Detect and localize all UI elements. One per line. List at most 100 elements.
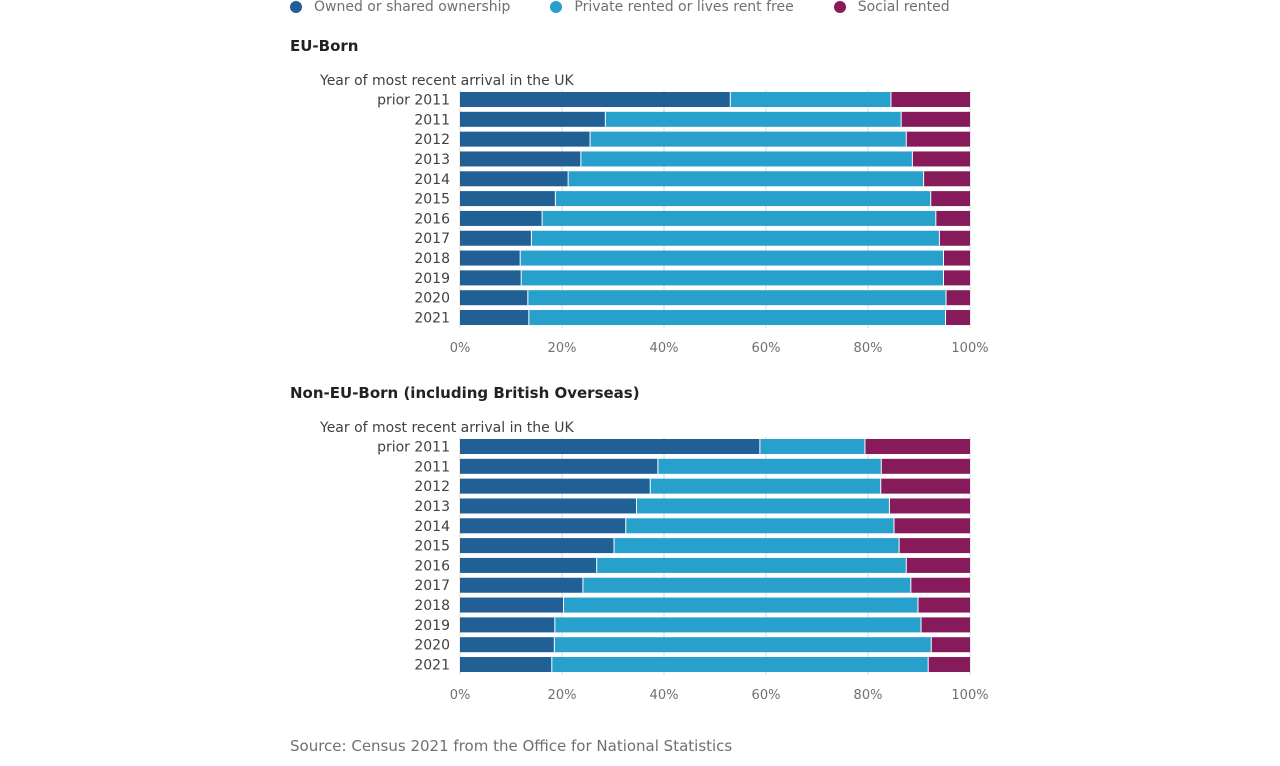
x-tick-label: 60% [752,341,781,356]
bar-segment-private-rented [551,657,929,673]
legend-dot-social-rented [833,1,846,13]
x-tick-label: 100% [951,341,988,356]
category-label: 2011 [414,459,450,475]
bar-segment-private-rented [605,111,902,127]
bar-segment-owned [460,498,637,514]
legend-label-owned: Owned or shared ownership [314,0,511,15]
category-label: 2014 [414,172,450,188]
bar-segment-private-rented [521,270,944,286]
bar-segment-social-rented [910,577,970,593]
bar-segment-social-rented [943,270,970,286]
category-label: 2019 [414,618,450,634]
eu-born-stacked-bar-chart: prior 2011 2011 2012 2013 2014 2015 2016 2017 20… [377,90,989,356]
bar-segment-private-rented [520,250,944,266]
bar-segment-private-rented [582,577,911,593]
bar-segment-private-rented [528,310,946,326]
bar-segment-owned [460,92,731,107]
category-label: 2013 [414,499,450,515]
legend-item-owned: Owned or shared ownership [290,0,510,15]
bar-segment-owned [460,657,552,673]
bar-segment-private-rented [596,557,907,573]
bar-segment-owned [460,250,521,266]
category-label: 2015 [414,192,450,208]
category-label: 2016 [414,211,450,227]
bar-segment-private-rented [759,439,865,454]
bar-segment-owned [460,270,522,286]
source-note: Source: Census 2021 from the Office for … [290,737,733,755]
bar-segment-social-rented [899,538,970,554]
eu-born-y-axis-title: Year of most recent arrival in the UK [320,73,574,89]
bar-segment-social-rented [894,518,970,534]
bar-segment-social-rented [928,657,970,673]
bar-segment-private-rented [657,458,882,474]
chart-legend: Owned or shared ownership Private rented… [290,0,950,17]
non-eu-born-y-axis-title: Year of most recent arrival in the UK [320,420,574,436]
bar-segment-social-rented [917,597,970,613]
bar-segment-owned [460,597,564,613]
bar-segment-owned [460,230,532,246]
category-label: 2011 [414,112,450,128]
bar-segment-owned [460,557,597,573]
bar-segment-owned [460,617,555,633]
bar-segment-owned [460,290,528,306]
bar-segment-social-rented [889,498,970,514]
x-tick-label: 100% [951,688,988,703]
category-label: 2016 [414,558,450,574]
bar-segment-private-rented [650,478,881,494]
bar-segment-private-rented [554,637,932,653]
bar-segment-owned [460,310,529,326]
x-tick-label: 40% [650,688,679,703]
x-tick-label: 20% [548,688,577,703]
bar-segment-private-rented [636,498,890,514]
bar-segment-owned [460,171,569,187]
bar-segment-social-rented [930,191,970,207]
bar-segment-social-rented [946,290,970,306]
category-label: 2013 [414,152,450,168]
bar-segment-social-rented [906,131,970,147]
bar-segment-private-rented [730,92,891,107]
category-label: 2012 [414,132,450,148]
eu-born-chart-title: EU-Born [290,37,359,55]
category-label: 2015 [414,539,450,555]
x-tick-label: 80% [854,341,883,356]
category-label: prior 2011 [377,440,450,456]
category-label: prior 2011 [377,93,450,109]
x-tick-label: 80% [854,688,883,703]
bar-segment-owned [460,111,606,127]
x-tick-label: 60% [752,688,781,703]
bar-segment-social-rented [881,458,970,474]
bar-segment-owned [460,577,583,593]
bar-segment-owned [460,637,555,653]
bar-segment-social-rented [921,617,970,633]
bar-segment-private-rented [542,210,936,226]
bar-segment-social-rented [864,439,970,454]
bar-segment-owned [460,478,651,494]
bar-segment-private-rented [614,538,900,554]
bar-segment-owned [460,439,760,454]
bar-segment-private-rented [555,191,931,207]
bar-segment-social-rented [901,111,970,127]
bar-segment-social-rented [880,478,970,494]
bar-segment-private-rented [625,518,895,534]
category-label: 2014 [414,519,450,535]
non-eu-born-chart-title: Non-EU-Born (including British Overseas) [290,384,640,402]
legend-item-private-rented: Private rented or lives rent free [550,0,794,15]
bar-segment-social-rented [912,151,970,167]
bar-segment-social-rented [939,230,970,246]
category-label: 2018 [414,598,450,614]
bar-segment-owned [460,458,658,474]
bar-segment-private-rented [590,131,907,147]
category-label: 2012 [414,479,450,495]
bar-segment-private-rented [568,171,924,187]
bar-segment-private-rented [563,597,918,613]
bar-segment-social-rented [890,92,970,107]
bar-segment-owned [460,151,581,167]
legend-dot-private-rented [550,1,563,13]
non-eu-born-stacked-bar-chart: prior 2011 2011 2012 2013 2014 2015 2016 2017 20… [377,437,989,703]
bar-segment-social-rented [923,171,970,187]
bar-segment-owned [460,210,543,226]
bar-segment-owned [460,538,615,554]
bar-segment-owned [460,191,556,207]
category-label: 2019 [414,271,450,287]
category-label: 2021 [414,658,450,674]
